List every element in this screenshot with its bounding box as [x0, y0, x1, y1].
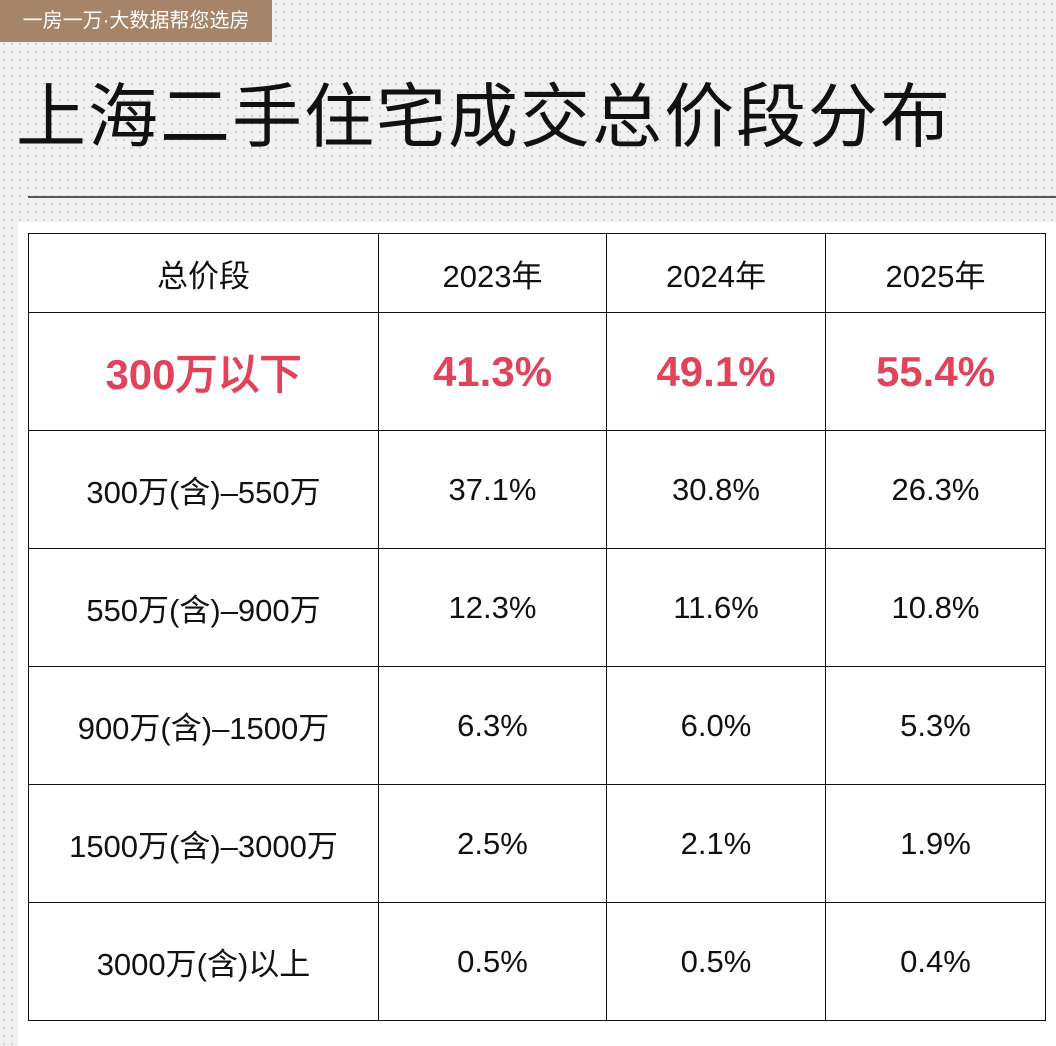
- price-table: 总价段 2023年 2024年 2025年 300万以下 41.3% 49.1% 55.4% 3…: [28, 233, 1046, 1021]
- price-range: 900万(含)–1500万: [28, 666, 379, 785]
- price-range: 3000万(含)以上: [28, 902, 379, 1021]
- table-row: 300万以下 41.3% 49.1% 55.4%: [28, 312, 1046, 431]
- share-cell: 11.6%: [606, 548, 826, 667]
- column-header: 2023年: [378, 233, 607, 313]
- share-cell: 0.5%: [606, 902, 826, 1021]
- share-cell: 0.4%: [825, 902, 1046, 1021]
- share-cell: 2.5%: [378, 784, 607, 903]
- share-cell: 0.5%: [378, 902, 607, 1021]
- share-cell: 49.1%: [606, 312, 826, 431]
- price-range: 300万以下: [28, 312, 379, 431]
- table-row: 900万(含)–1500万 6.3% 6.0% 5.3%: [28, 666, 1046, 785]
- table-row: 1500万(含)–3000万 2.5% 2.1% 1.9%: [28, 784, 1046, 903]
- brand-tag: 一房一万·大数据帮您选房: [0, 0, 272, 42]
- column-header: 总价段: [28, 233, 379, 313]
- price-range: 300万(含)–550万: [28, 430, 379, 549]
- share-cell: 2.1%: [606, 784, 826, 903]
- share-cell: 55.4%: [825, 312, 1046, 431]
- table-row: 300万(含)–550万 37.1% 30.8% 26.3%: [28, 430, 1046, 549]
- table-row: 3000万(含)以上 0.5% 0.5% 0.4%: [28, 902, 1046, 1021]
- column-header: 2025年: [825, 233, 1046, 313]
- price-range: 1500万(含)–3000万: [28, 784, 379, 903]
- share-cell: 6.0%: [606, 666, 826, 785]
- share-cell: 37.1%: [378, 430, 607, 549]
- table-row: 550万(含)–900万 12.3% 11.6% 10.8%: [28, 548, 1046, 667]
- page-title: 上海二手住宅成交总价段分布: [16, 78, 952, 156]
- share-cell: 26.3%: [825, 430, 1046, 549]
- share-cell: 6.3%: [378, 666, 607, 785]
- price-range: 550万(含)–900万: [28, 548, 379, 667]
- share-cell: 1.9%: [825, 784, 1046, 903]
- share-cell: 12.3%: [378, 548, 607, 667]
- share-cell: 41.3%: [378, 312, 607, 431]
- share-cell: 10.8%: [825, 548, 1046, 667]
- header-row: 总价段 2023年 2024年 2025年: [28, 233, 1046, 313]
- column-header: 2024年: [606, 233, 826, 313]
- share-cell: 30.8%: [606, 430, 826, 549]
- divider: [28, 196, 1056, 198]
- share-cell: 5.3%: [825, 666, 1046, 785]
